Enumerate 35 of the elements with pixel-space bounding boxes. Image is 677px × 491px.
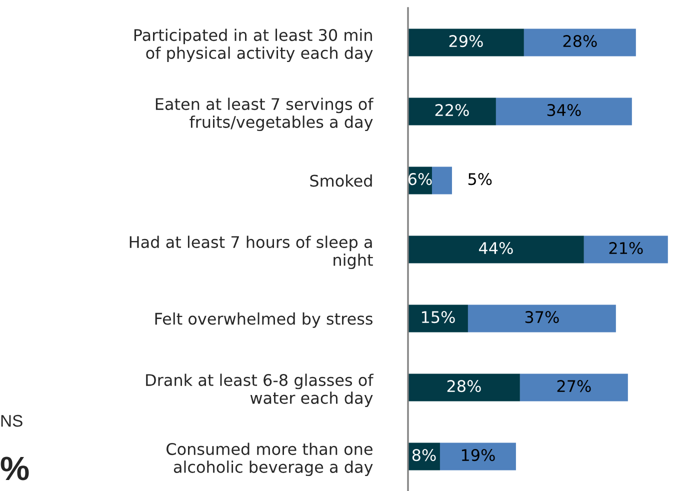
data-label: 5% [468, 173, 492, 186]
bar [408, 374, 520, 402]
data-label: 8% [412, 449, 436, 462]
bar [524, 28, 636, 56]
bar [408, 304, 468, 332]
y-tick-label: Had at least 7 hours of sleep a night [130, 236, 373, 270]
text: % [0, 456, 29, 480]
data-label: 44% [479, 242, 513, 254]
bar [440, 442, 516, 470]
data-label: 37% [525, 311, 559, 324]
data-label: 15% [422, 311, 455, 324]
bar [468, 304, 616, 332]
data-label: 34% [547, 104, 581, 116]
bar [496, 98, 632, 126]
data-label: 27% [557, 380, 591, 392]
data-label: 19% [462, 449, 495, 462]
data-label: 29% [449, 35, 483, 48]
y-tick-label: Participated in at least 30 min of physical activity each day [134, 28, 373, 62]
y-tick-label: Felt overwhelmed by stress [155, 312, 372, 328]
data-label: 6% [408, 173, 432, 186]
data-label: 22% [435, 104, 469, 116]
y-tick-label: Eaten at least 7 servings of fruits/vegetables a day [156, 98, 374, 132]
bar [408, 28, 524, 56]
bar [584, 236, 668, 264]
bar [432, 166, 452, 194]
data-label: 28% [447, 380, 481, 392]
data-label: 21% [609, 242, 643, 254]
text: NS [1, 414, 22, 427]
bar [408, 236, 584, 264]
y-tick-label: Smoked [310, 174, 372, 187]
bar [520, 374, 628, 402]
bar [408, 98, 496, 126]
y-tick-label: Consumed more than one alcoholic beverage a day [166, 442, 373, 476]
y-tick-label: Drank at least 6-8 glasses of water each day [146, 374, 374, 408]
data-label: 28% [563, 35, 597, 48]
